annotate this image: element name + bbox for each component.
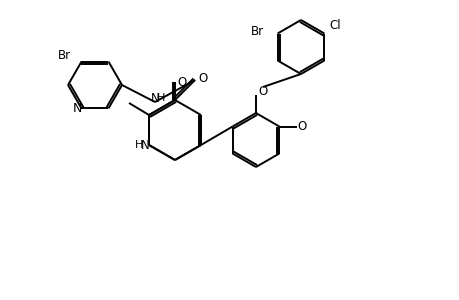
Text: N: N <box>140 139 149 152</box>
Text: O: O <box>258 85 267 98</box>
Text: N: N <box>73 102 82 115</box>
Text: O: O <box>297 120 306 133</box>
Text: O: O <box>177 76 186 88</box>
Text: N: N <box>150 92 159 104</box>
Text: H: H <box>134 140 143 150</box>
Text: O: O <box>198 71 207 85</box>
Text: Br: Br <box>250 25 263 38</box>
Text: H: H <box>157 93 165 103</box>
Text: Cl: Cl <box>329 19 340 32</box>
Text: Br: Br <box>58 49 71 62</box>
